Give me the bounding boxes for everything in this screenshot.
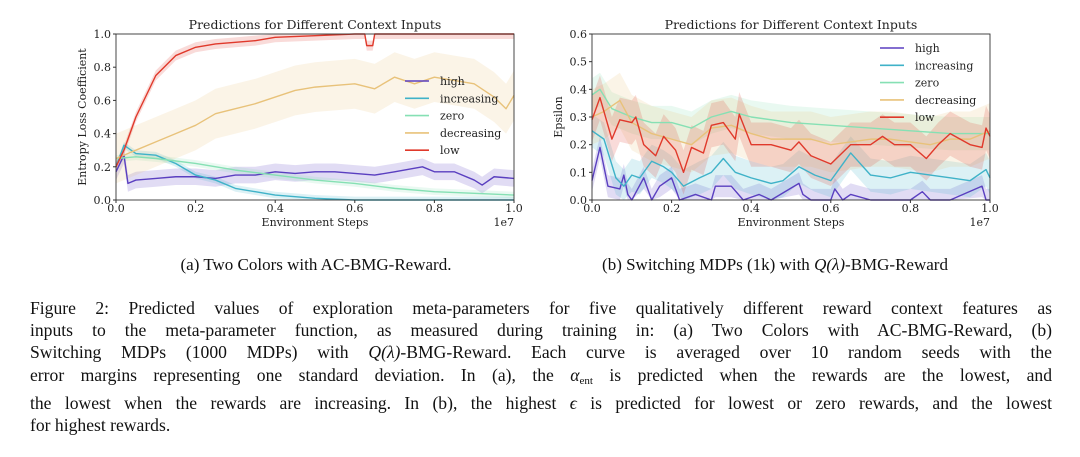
legend-label: low <box>915 111 935 124</box>
std-band-zero <box>116 153 514 199</box>
x-tick-label: 0.0 <box>107 202 125 215</box>
subcaption-a: (a) Two Colors with AC-BMG-Reward. <box>180 255 452 274</box>
x-tick-label: 0.6 <box>346 202 364 215</box>
y-tick-label: 0.1 <box>570 166 588 179</box>
x-tick-label: 0.4 <box>742 202 760 215</box>
caption-line: for highest rewards. <box>30 414 1052 436</box>
x-tick-label: 0.6 <box>822 202 840 215</box>
figure-b: 0.0 0.2 0.4 0.6 0.8 1.0 0.0 0.1 0.2 0.3 0.4 0.5 0.6 P… <box>476 0 1016 245</box>
caption-text: Switching MDPs (1000 MDPs) with <box>30 342 369 363</box>
x-axis-label: Environment Steps <box>738 216 845 229</box>
caption-text: Figure 2: Predicted values of exploratio… <box>30 298 1052 318</box>
legend-label: high <box>440 75 465 88</box>
caption-text: -BMG-Reward. Each curve is averaged over… <box>400 342 1052 363</box>
x-tick-label: 0.8 <box>902 202 920 215</box>
y-tick-label: 0.6 <box>570 28 588 41</box>
caption-math: ϵ <box>569 392 577 413</box>
caption-math: Q(λ) <box>368 342 401 363</box>
y-tick-label: 0.0 <box>570 194 588 207</box>
chart-title: Predictions for Different Context Inputs <box>189 17 442 32</box>
caption-line: the lowest when the rewards are increasi… <box>30 392 1052 414</box>
x-axis-label: Environment Steps <box>262 216 369 229</box>
y-tick-label: 0.4 <box>94 128 112 141</box>
axes-frame <box>115 33 515 201</box>
y-tick-label: 0.0 <box>94 194 112 207</box>
x-tick-label: 0.2 <box>663 202 681 215</box>
legend-label: increasing <box>440 92 498 105</box>
caption-text: is predicted when the rewards are the lo… <box>592 364 1052 385</box>
subcaption-b: (b) Switching MDPs (1k) with Q(λ)-BMG-Re… <box>505 255 1045 275</box>
series-line-decreasing <box>591 99 991 146</box>
chart-b: 0.0 0.2 0.4 0.6 0.8 1.0 0.0 0.1 0.2 0.3 0.4 0.5 0.6 P… <box>552 17 999 229</box>
caption-text: inputs to the meta-parameter function, a… <box>30 320 1052 341</box>
y-tick-label: 0.8 <box>94 61 112 74</box>
series-line-high <box>115 154 515 186</box>
y-axis-label: Entropy Loss Coefficient <box>76 48 89 186</box>
x-tick-label: 0.4 <box>266 202 284 215</box>
std-band-high <box>592 136 990 200</box>
series-line-low <box>591 96 991 174</box>
caption-line: inputs to the meta-parameter function, a… <box>30 319 1052 341</box>
x-tick-label: 1.0 <box>981 202 999 215</box>
legend-label: low <box>440 144 460 157</box>
y-tick-label: 1.0 <box>94 28 112 41</box>
series-line-zero <box>591 88 990 135</box>
legend-label: high <box>915 42 940 55</box>
x-axis-multiplier: 1e7 <box>969 216 990 229</box>
caption-text: the lowest when the rewards are increasi… <box>30 392 570 413</box>
caption-text: for highest rewards. <box>30 415 171 436</box>
caption-text: error margins representing one standard … <box>30 364 571 385</box>
caption-line: Switching MDPs (1000 MDPs) with Q(λ)-BMG… <box>30 341 1052 363</box>
y-tick-label: 0.3 <box>570 111 588 124</box>
std-band-high <box>116 146 514 194</box>
subcaption-b-math: Q(λ) <box>814 255 846 274</box>
legend-label: zero <box>915 77 940 90</box>
legend-label: increasing <box>915 59 973 72</box>
y-tick-label: 0.2 <box>94 161 112 174</box>
caption-text: is predicted for lowest or zero rewards,… <box>576 392 1052 413</box>
y-tick-label: 0.6 <box>94 94 112 107</box>
x-tick-label: 0.2 <box>187 202 205 215</box>
chart-title: Predictions for Different Context Inputs <box>665 17 918 32</box>
x-tick-label: 1.0 <box>505 202 523 215</box>
legend-label: decreasing <box>440 127 501 140</box>
chart-a: 0.0 0.2 0.4 0.6 0.8 1.0 0.0 0.2 0.4 0.6 0.8 1.0 Pred… <box>76 17 523 229</box>
std-band-zero <box>592 72 990 151</box>
caption-math: α <box>570 364 580 385</box>
y-axis-label: Epsilon <box>552 96 565 137</box>
y-tick-label: 0.2 <box>570 139 588 152</box>
caption-subscript: ent <box>579 374 593 387</box>
std-band-low <box>592 75 990 195</box>
subcaption-b-suffix: -BMG-Reward <box>845 255 948 274</box>
y-tick-label: 0.5 <box>570 56 588 69</box>
x-tick-label: 0.0 <box>583 202 601 215</box>
std-band-decreasing <box>116 52 514 184</box>
legend-label: zero <box>440 110 465 123</box>
caption-line: Figure 2: Predicted values of exploratio… <box>30 297 1052 319</box>
series-line-increasing <box>591 130 991 187</box>
figure-a: 0.0 0.2 0.4 0.6 0.8 1.0 0.0 0.2 0.4 0.6 0.8 1.0 Pred… <box>0 0 540 245</box>
series-line-decreasing <box>115 76 515 160</box>
figure-caption: Figure 2: Predicted values of exploratio… <box>30 297 1052 436</box>
caption-line: error margins representing one standard … <box>30 364 1052 392</box>
series-line-zero <box>115 156 515 196</box>
subcaption-b-prefix: (b) Switching MDPs (1k) with <box>602 255 815 274</box>
y-tick-label: 0.4 <box>570 83 588 96</box>
x-axis-multiplier: 1e7 <box>493 216 514 229</box>
x-tick-label: 0.8 <box>426 202 444 215</box>
legend-label: decreasing <box>915 94 976 107</box>
